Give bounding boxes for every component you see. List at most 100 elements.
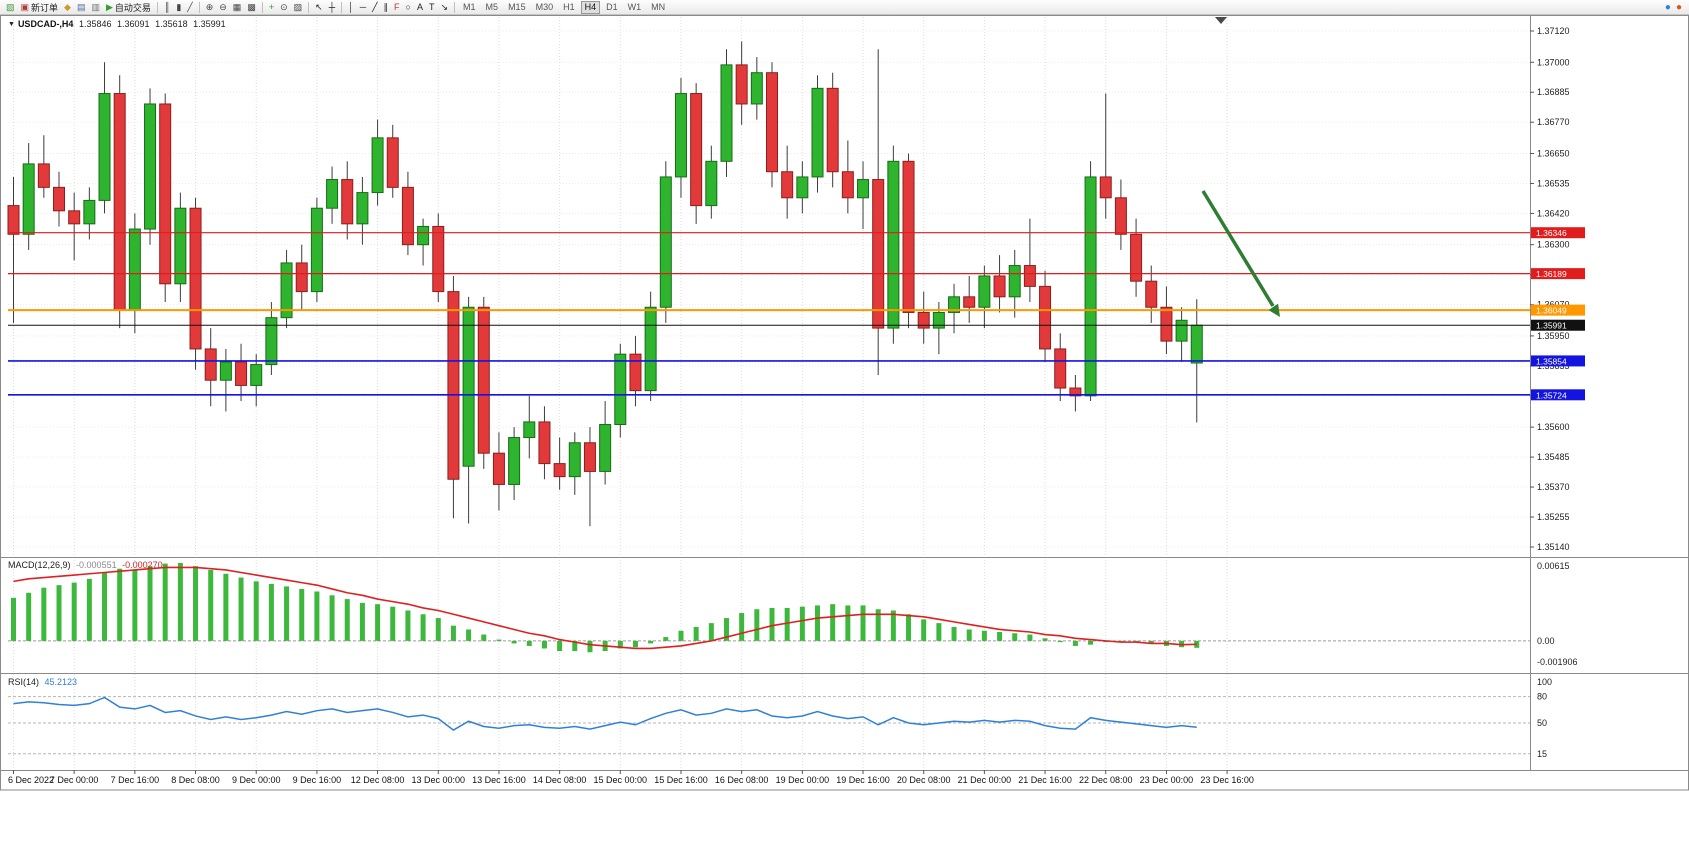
autotrading-button[interactable]: ▶ 自动交易 [103,1,154,14]
price-badge-label: 1.36346 [1536,228,1567,238]
timeframe-h4[interactable]: H4 [580,0,601,14]
macd-bar [117,568,123,641]
timeframe-mn[interactable]: MN [651,1,666,12]
bar-chart-button[interactable]: ║ [161,1,173,14]
chart-shift-marker[interactable] [1215,17,1227,24]
channel-icon: ∥ [383,1,389,12]
candle-up [1084,176,1097,397]
new-order-button[interactable]: ▣ 新订单 [18,1,62,14]
macd-bar [1027,634,1033,641]
candle-up [599,424,612,472]
channel-button[interactable]: ∥ [381,1,392,14]
candlestick-chart-icon: ▮ [176,1,182,12]
price-tick-label: 1.37000 [1537,57,1570,67]
timeframe-d1[interactable]: D1 [606,1,618,12]
candle-up [932,311,945,329]
chart-title: ▼ USDCAD-,H4 1.35846 1.36091 1.35618 1.35… [8,19,229,29]
symbol-dropdown-icon[interactable]: ▼ [8,21,15,28]
vertical-line-button[interactable]: │ [345,1,357,14]
candle-up [250,364,263,386]
timeframe-m15[interactable]: M15 [508,1,526,12]
macd-bar [102,572,108,641]
market-watch-button[interactable]: ▤ [74,1,89,14]
fibonacci-icon: F [394,1,400,12]
price-tick-label: 1.36535 [1537,178,1570,188]
macd-bar [314,591,320,641]
auto-arrange-button[interactable]: ▩ [244,1,259,14]
candle-up [948,296,961,313]
macd-bar [648,640,654,644]
line-chart-button[interactable]: ╱ [184,1,195,14]
arrows-button[interactable]: ↘ [437,1,451,14]
text-button[interactable]: A [414,1,426,14]
candle-down [1160,306,1173,342]
macd-pane[interactable] [8,563,1530,653]
candle-up [614,353,627,426]
macd-bar [329,595,335,641]
toolbar-separator [308,1,310,13]
community-icon[interactable]: ● [1664,1,1671,13]
periods-button[interactable]: ⊙ [277,1,291,14]
macd-bar [359,602,365,641]
macd-bar [405,610,411,641]
profiles-button[interactable]: ◆ [61,1,74,14]
rsi-pane[interactable] [8,696,1530,755]
label-button[interactable]: T [426,1,438,14]
new-order-icon: ▣ [20,1,30,12]
candle-down [1114,197,1127,235]
macd-bar [936,623,942,641]
candle-down [841,171,854,199]
macd-bar [71,582,77,641]
alert-icon[interactable]: ● [1675,1,1682,13]
timeframe-m1[interactable]: M1 [463,1,476,12]
crosshair-button[interactable]: ┼ [326,1,338,14]
macd-bar [26,592,32,641]
ohlc-low: 1.35618 [155,19,188,29]
toolbar-separator [198,1,200,13]
macd-bar [799,606,805,641]
zoom-in-button[interactable]: ⊕ [203,1,217,14]
candle-down [1023,265,1036,287]
time-label: 16 Dec 08:00 [715,775,769,785]
trendline-button[interactable]: ╱ [369,1,380,14]
cursor-button[interactable]: ↖ [312,1,326,14]
macd-bar [56,585,62,641]
shapes-icon: ○ [405,1,411,12]
trend-arrow-annotation[interactable] [1201,190,1280,317]
macd-bar [466,629,472,641]
zoom-out-icon: ⊖ [219,1,227,12]
indicators-button[interactable]: + [266,1,277,14]
time-label: 8 Dec 08:00 [171,775,220,785]
fibonacci-button[interactable]: F [391,1,403,14]
macd-bar [511,640,517,644]
timeframe-m30[interactable]: M30 [535,1,554,12]
horizontal-line-button[interactable]: ─ [357,1,369,14]
timeframe-w1[interactable]: W1 [627,1,642,12]
macd-bar [299,588,305,641]
price-axis[interactable]: 1.37120 1.37000 1.36885 1.36770 1.36650 1.365… [1530,26,1585,552]
new-chart-button[interactable]: ▧ [3,1,18,14]
candle-up [857,179,870,199]
macd-bar [375,604,381,641]
trend-arrow-head [1268,303,1280,317]
zoom-out-button[interactable]: ⊖ [216,1,230,14]
macd-bar [906,614,912,641]
navigator-button[interactable]: ▥ [88,1,103,14]
shapes-button[interactable]: ○ [403,1,414,14]
macd-bar [11,597,16,641]
ohlc-close: 1.35991 [193,19,226,29]
timeframe-m5[interactable]: M5 [485,1,499,12]
candlestick-chart-button[interactable]: ▮ [173,1,184,14]
candle-down [781,171,794,199]
candle-down [993,275,1006,298]
candle-down [766,72,778,173]
templates-button[interactable]: ▨ [291,1,306,14]
candle-down [1069,387,1082,397]
cursor-icon: ↖ [315,1,323,12]
candle-down [204,348,217,381]
macd-bar [815,605,821,641]
tile-windows-button[interactable]: ▦ [230,1,245,14]
timeframe-h1[interactable]: H1 [563,1,575,12]
